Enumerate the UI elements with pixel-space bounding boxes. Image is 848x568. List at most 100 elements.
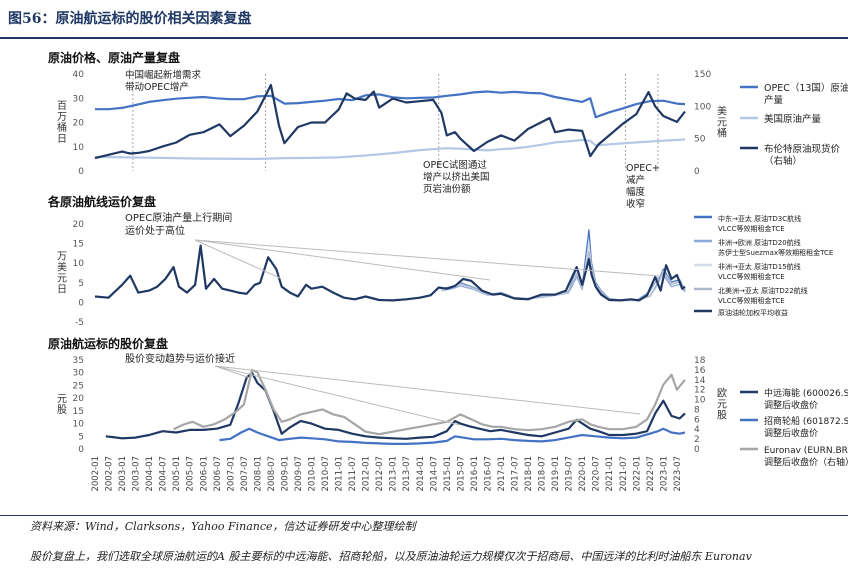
y-tick-label: 20 bbox=[73, 220, 85, 230]
annotation-text: 增产以挤出美国 bbox=[423, 171, 490, 183]
y-tick-label: 0 bbox=[78, 445, 84, 455]
annotation-text: 收窄 bbox=[626, 198, 645, 210]
annotation-text: 幅度 bbox=[626, 186, 646, 198]
series-line-2 bbox=[173, 368, 686, 436]
y-tick-label: 40 bbox=[73, 70, 85, 80]
x-tick-label: 2005-01 bbox=[172, 456, 182, 492]
legend-label: 招商轮船 (601872.SH) bbox=[764, 415, 848, 427]
annotation-text: 带动OPEC增产 bbox=[125, 81, 189, 93]
y2-tick-label: 0 bbox=[694, 445, 700, 455]
y-axis-label: 元 bbox=[57, 274, 67, 285]
x-tick-label: 2002-07 bbox=[105, 456, 115, 492]
y2-tick-label: 10 bbox=[694, 396, 706, 406]
y2-axis-label: 桶 bbox=[717, 127, 727, 140]
panel-title: 原油航运标的股价复盘 bbox=[48, 336, 168, 351]
series-line-1 bbox=[94, 138, 686, 160]
x-tick-label: 2021-07 bbox=[619, 456, 629, 492]
y-axis-label: 元 bbox=[57, 394, 67, 405]
legend-label: 美国原油产量 bbox=[764, 113, 822, 125]
x-tick-label: 2007-07 bbox=[240, 456, 250, 492]
y-tick-label: 10 bbox=[73, 259, 85, 269]
annotation-leader bbox=[194, 239, 661, 277]
x-tick-label: 2012-01 bbox=[362, 456, 372, 492]
y-tick-label: 35 bbox=[73, 356, 84, 366]
annotation-text: 减产 bbox=[626, 174, 645, 186]
x-tick-label: 2019-01 bbox=[551, 456, 561, 492]
y-tick-label: 30 bbox=[73, 369, 85, 379]
y-tick-label: 10 bbox=[73, 143, 85, 153]
title-rule bbox=[0, 37, 848, 39]
x-tick-label: 2020-07 bbox=[592, 456, 602, 492]
y2-tick-label: 100 bbox=[694, 102, 711, 112]
x-tick-label: 2006-01 bbox=[199, 456, 209, 492]
x-tick-label: 2018-07 bbox=[538, 456, 548, 492]
x-tick-label: 2012-07 bbox=[375, 456, 385, 492]
x-tick-label: 2010-01 bbox=[308, 456, 318, 492]
y2-tick-label: 4 bbox=[694, 425, 700, 435]
x-tick-label: 2015-01 bbox=[443, 456, 453, 492]
legend-label: OPEC（13国）原油 bbox=[764, 82, 848, 94]
x-tick-label: 2011-07 bbox=[348, 456, 358, 492]
x-tick-label: 2011-01 bbox=[335, 456, 345, 492]
x-tick-label: 2008-07 bbox=[267, 456, 277, 492]
x-tick-label: 2003-01 bbox=[118, 456, 128, 492]
legend-label: VLCC等效期租金TCE bbox=[718, 272, 785, 281]
annotation-leader bbox=[194, 239, 281, 279]
x-tick-label: 2008-01 bbox=[253, 456, 263, 492]
y2-tick-label: 150 bbox=[694, 70, 711, 80]
y-axis-label: 股 bbox=[57, 404, 67, 416]
annotation-leader bbox=[214, 365, 461, 426]
legend-label: 调整后收盘价 bbox=[764, 399, 818, 411]
bottom-rule bbox=[0, 515, 848, 516]
x-tick-label: 2006-07 bbox=[213, 456, 223, 492]
x-tick-label: 2020-01 bbox=[578, 456, 588, 492]
y2-tick-label: 14 bbox=[694, 376, 706, 386]
x-tick-label: 2009-07 bbox=[294, 456, 304, 492]
x-tick-label: 2017-07 bbox=[510, 456, 520, 492]
x-tick-label: 2013-07 bbox=[402, 456, 412, 492]
x-tick-label: 2007-01 bbox=[226, 456, 236, 492]
y-axis-label: 百 bbox=[57, 100, 67, 112]
y2-axis-label: 欧 bbox=[717, 388, 727, 400]
y-axis-label: 桶 bbox=[57, 121, 67, 134]
series-line-0 bbox=[105, 371, 686, 440]
x-tick-label: 2004-07 bbox=[159, 456, 169, 492]
annotation-text: 股价变动趋势与运价接近 bbox=[125, 352, 235, 365]
y2-axis-label: 元 bbox=[717, 118, 727, 129]
y2-tick-label: 12 bbox=[694, 386, 705, 396]
source-note: 资料来源：Wind，Clarksons，Yahoo Finance，信达证券研发… bbox=[30, 520, 416, 533]
y2-tick-label: 6 bbox=[694, 415, 700, 425]
x-tick-label: 2009-01 bbox=[280, 456, 290, 492]
y-tick-label: 30 bbox=[73, 94, 85, 104]
y2-tick-label: 0 bbox=[694, 167, 700, 177]
x-tick-label: 2015-07 bbox=[456, 456, 466, 492]
series-line-1 bbox=[219, 427, 686, 445]
x-tick-label: 2018-01 bbox=[524, 456, 534, 492]
y-tick-label: 15 bbox=[73, 407, 84, 417]
annotation-text: 运价处于高位 bbox=[125, 224, 185, 237]
legend-label: 原油油轮加权平均收益 bbox=[718, 308, 788, 317]
legend-label: 非洲→亚太 原油TD15航线 bbox=[718, 262, 801, 271]
y2-tick-label: 50 bbox=[694, 135, 706, 145]
y-axis-label: 日 bbox=[57, 285, 67, 296]
annotation-text: 中国崛起新增需求 bbox=[125, 69, 202, 81]
legend-label: Euronav (EURN.BR) bbox=[764, 446, 848, 456]
annotation-leader bbox=[214, 365, 641, 415]
annotation-text: OPEC原油产量上行期间 bbox=[125, 211, 232, 224]
panel-title: 各原油航线运价复盘 bbox=[47, 194, 156, 209]
legend-label: 布伦特原油现货价 bbox=[764, 143, 841, 155]
legend-label: （右轴） bbox=[764, 155, 802, 167]
x-tick-label: 2019-07 bbox=[565, 456, 575, 492]
y-tick-label: 25 bbox=[73, 381, 84, 391]
legend-label: VLCC等效期租金TCE bbox=[718, 224, 785, 233]
y-tick-label: 20 bbox=[73, 119, 85, 129]
y-tick-label: 15 bbox=[73, 240, 84, 250]
figure-title: 图56：原油航运标的股价相关因素复盘 bbox=[8, 11, 252, 27]
x-tick-label: 2003-07 bbox=[132, 456, 142, 492]
body-text: 股价复盘上，我们选取全球原油航运的A 股主要标的中远海能、招商轮船，以及原油油轮… bbox=[30, 550, 752, 563]
x-tick-label: 2016-07 bbox=[483, 456, 493, 492]
x-tick-label: 2023-07 bbox=[673, 456, 683, 492]
x-tick-label: 2014-01 bbox=[416, 456, 426, 492]
x-tick-label: 2010-07 bbox=[321, 456, 331, 492]
y-axis-label: 万 bbox=[57, 252, 67, 263]
